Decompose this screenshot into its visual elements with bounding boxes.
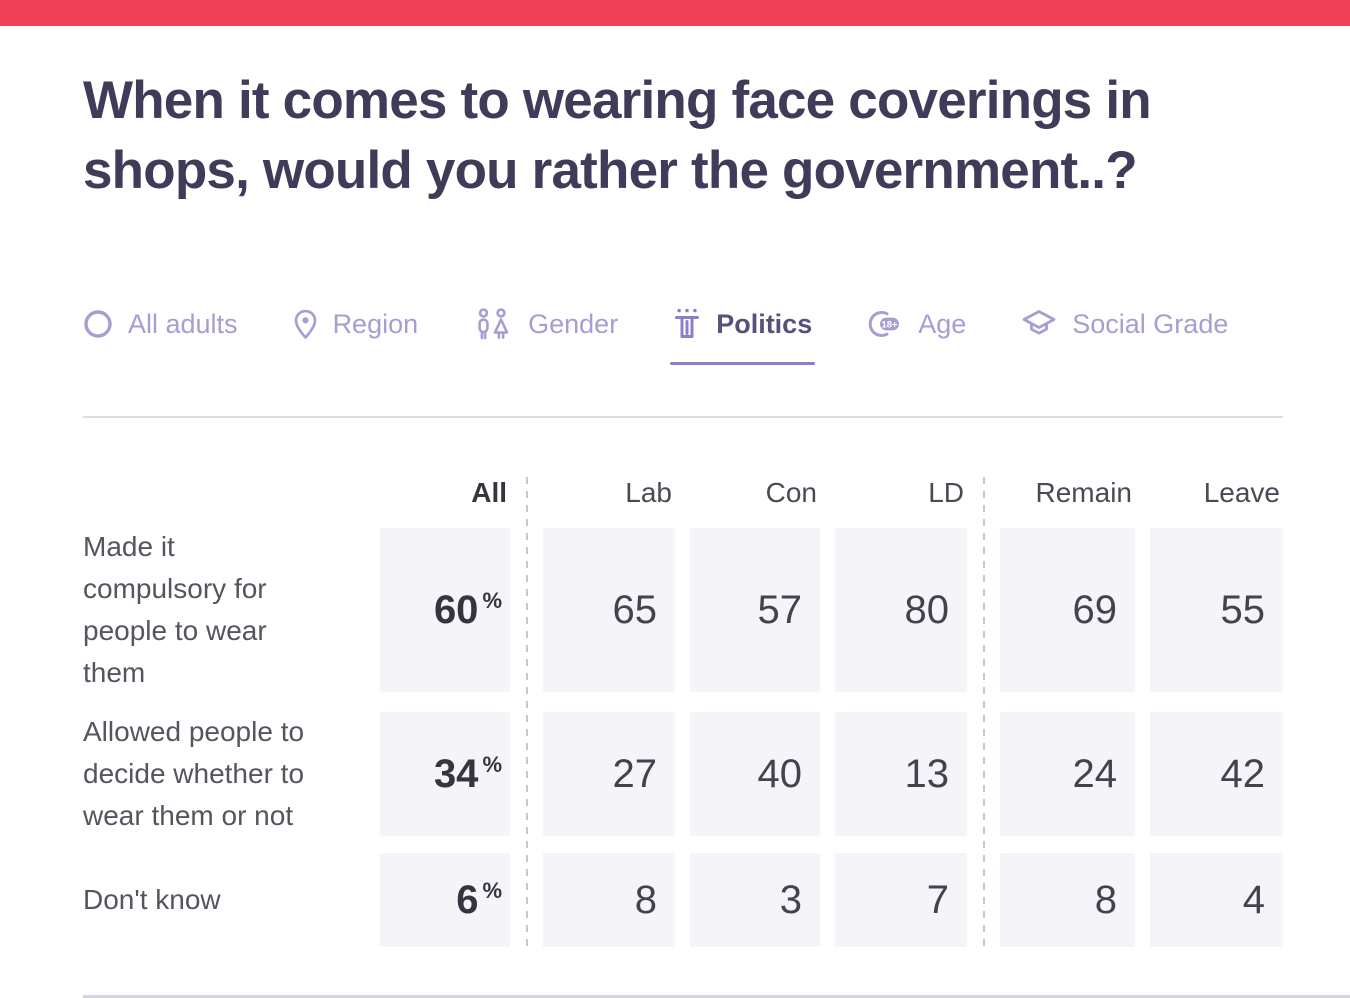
- tab-label: Politics: [716, 308, 813, 339]
- tab-label: Region: [332, 308, 419, 339]
- value-cell: 40: [690, 712, 820, 836]
- dashed-separator: [983, 477, 985, 951]
- top-accent-bar: [0, 0, 1350, 26]
- value-cell: 3: [690, 853, 820, 947]
- value-cell: 8: [1000, 853, 1135, 947]
- value-cell: 55: [1150, 528, 1283, 692]
- column-header-all: All: [471, 477, 507, 508]
- percent-sign: %: [482, 752, 502, 777]
- value-cell: 65: [543, 528, 675, 692]
- page-title: When it comes to wearing face coverings …: [83, 66, 1313, 206]
- tab-gender[interactable]: Gender: [473, 308, 618, 340]
- tab-label: All adults: [128, 308, 238, 339]
- row-label-compulsory: Made it compulsory for people to wear th…: [83, 531, 267, 688]
- column-header-lab: Lab: [625, 477, 672, 508]
- value-cell: 69: [1000, 528, 1135, 692]
- column-header-leave: Leave: [1203, 477, 1280, 508]
- column-header-ld: LD: [928, 477, 964, 508]
- page-title-line2: shops, would you rather the government..…: [83, 141, 1138, 200]
- value-cell: 13: [835, 712, 967, 836]
- tab-region[interactable]: Region: [293, 308, 419, 340]
- value-cell: 34%: [380, 712, 510, 836]
- active-tab-underline: [670, 362, 816, 365]
- percent-sign: %: [482, 588, 502, 613]
- graduation-cap-icon: [1021, 309, 1057, 339]
- row-label-dont-know: Don't know: [83, 884, 221, 915]
- value-cell: 6%: [380, 853, 510, 947]
- age-18-icon: 18+: [867, 309, 903, 339]
- podium-icon: [673, 308, 701, 340]
- gender-icon: [473, 308, 513, 340]
- value-cell: 57: [690, 528, 820, 692]
- tab-all-adults[interactable]: All adults: [83, 309, 238, 340]
- map-pin-icon: [293, 309, 318, 340]
- bottom-divider-bar: [83, 995, 1350, 998]
- tab-social-grade[interactable]: Social Grade: [1021, 309, 1228, 340]
- value-cell: 24: [1000, 712, 1135, 836]
- dashed-separator: [526, 477, 528, 951]
- tab-age[interactable]: 18+ Age: [867, 309, 966, 340]
- column-header-remain: Remain: [1035, 477, 1132, 508]
- value-cell: 60%: [380, 528, 510, 692]
- svg-text:18+: 18+: [882, 319, 899, 330]
- value-cell: 8: [543, 853, 675, 947]
- value-cell: 27: [543, 712, 675, 836]
- tab-label: Social Grade: [1072, 308, 1229, 339]
- results-table: All Lab Con LD Remain Leave Made it comp…: [83, 477, 1283, 947]
- page-title-line1: When it comes to wearing face coverings …: [83, 71, 1152, 130]
- percent-sign: %: [482, 878, 502, 903]
- column-header-con: Con: [765, 477, 817, 508]
- tab-politics[interactable]: Politics: [670, 308, 816, 365]
- value-cell: 7: [835, 853, 967, 947]
- tab-label: Age: [918, 308, 967, 339]
- value-cell: 42: [1150, 712, 1283, 836]
- circle-icon: [83, 309, 113, 339]
- section-divider: [83, 416, 1283, 418]
- value-cell: 4: [1150, 853, 1283, 947]
- row-label-allowed: Allowed people to decide whether to wear…: [83, 716, 305, 831]
- filter-tab-bar: All adults Region: [83, 301, 1228, 365]
- value-cell: 80: [835, 528, 967, 692]
- tab-label: Gender: [528, 308, 619, 339]
